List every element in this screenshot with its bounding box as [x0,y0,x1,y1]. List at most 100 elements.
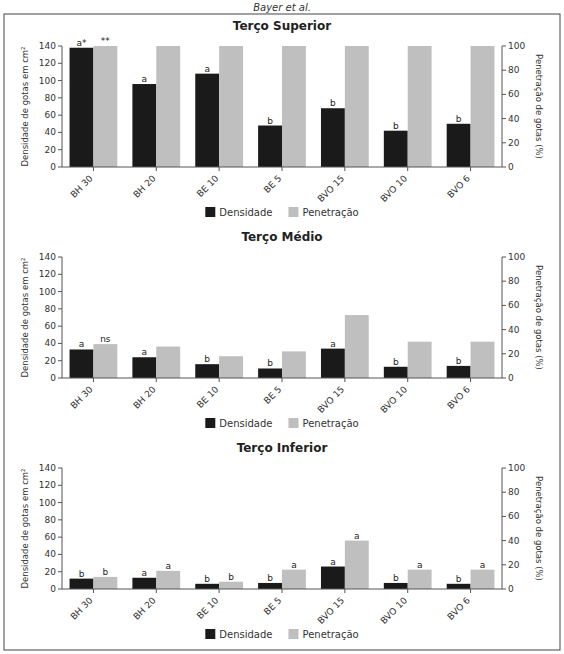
legend-label: Penetração [302,418,358,429]
y2-tick-label: 40 [508,536,520,546]
legend-swatch [205,418,215,428]
x-tick-label: BVO 6 [445,595,472,622]
bar [282,351,306,378]
data-label: b [79,569,85,579]
data-label: b [267,358,273,368]
y-tick-label: 80 [45,304,57,314]
y-tick [58,115,62,116]
x-tick-label: BH 20 [131,384,158,411]
bar [321,108,345,167]
data-label: a* [76,38,87,48]
y2-tick [502,564,506,565]
y-tick-label: 40 [45,127,57,137]
bar [195,584,219,589]
bar [447,124,471,167]
data-label: a [204,64,210,74]
data-labels: a*aabbbb** [76,36,461,131]
bar [282,570,306,589]
y-tick-label: 0 [50,584,56,594]
y-tick [58,274,62,275]
y2-tick-label: 40 [508,325,520,335]
data-label: b [393,357,399,367]
bar [219,582,243,589]
y2-tick [502,167,506,168]
y2-tick-label: 100 [508,252,525,262]
y-tick-label: 60 [45,532,57,542]
y2-tick-label: 40 [508,114,520,124]
y-tick-label: 20 [45,356,57,366]
y2-tick [502,281,506,282]
y-tick [58,537,62,538]
legend-swatch [288,629,298,639]
y-tick [58,519,62,520]
y2-tick [502,516,506,517]
title: Terço Médio [241,230,322,244]
data-label: b [456,356,462,366]
bar [345,315,369,378]
y2-tick-label: 60 [508,511,520,521]
y2-tick-label: 20 [508,349,520,359]
y2-tick-label: 80 [508,65,520,75]
y-tick-label: 60 [45,321,57,331]
bar [282,46,306,167]
y-tick-label: 140 [39,252,56,262]
y2-tick [502,540,506,541]
y2-tick [502,329,506,330]
title: Terço Superior [233,19,331,33]
data-label: b [456,574,462,584]
y-tick [58,485,62,486]
data-label: a [354,531,360,541]
y2-tick-label: 80 [508,276,520,286]
data-label: a [165,561,171,571]
bar [321,349,345,378]
x-tick [93,378,94,382]
y-tick [58,360,62,361]
x-tick [470,167,471,171]
y-tick [58,167,62,168]
data-label: ** [101,36,111,46]
y2-tick [502,142,506,143]
legend-label: Penetração [302,207,358,218]
y-tick-label: 140 [39,463,56,473]
y2-tick-label: 20 [508,560,520,570]
y-tick-label: 0 [50,373,56,383]
data-label: b [330,98,336,108]
y-tick [58,46,62,47]
legend-label: Densidade [219,207,272,218]
y-tick [58,80,62,81]
bar [195,364,219,378]
data-label: b [228,572,234,582]
x-tick-label: BH 30 [68,173,95,200]
x-tick [407,167,408,171]
y-tick-label: 100 [39,498,56,508]
bar [471,570,495,589]
data-labels: aabbabbns [79,334,462,368]
x-tick-label: BVO 10 [379,595,410,626]
bar [384,583,408,589]
data-label: b [456,114,462,124]
y-axis [62,46,63,167]
x-tick-label: BVO 6 [445,173,472,200]
y-tick-label: 60 [45,110,57,120]
data-label: a [79,339,85,349]
x-tick-label: BE 5 [262,384,284,406]
y2-tick [502,94,506,95]
x-tick [282,167,283,171]
x-tick [93,589,94,593]
bar [384,131,408,167]
bar [447,584,471,589]
data-label: b [267,116,273,126]
x-tick [407,378,408,382]
y-tick [58,468,62,469]
bar [195,74,219,167]
bar [471,342,495,378]
x-tick [407,589,408,593]
y-tick-label: 40 [45,338,57,348]
y-tick [58,149,62,150]
x-tick-label: BE 10 [195,595,221,621]
y-tick [58,63,62,64]
x-tick [344,167,345,171]
x-tick-label: BE 10 [195,384,221,410]
data-labels: babbabbbabaaaa [79,531,486,584]
bar [132,84,156,167]
